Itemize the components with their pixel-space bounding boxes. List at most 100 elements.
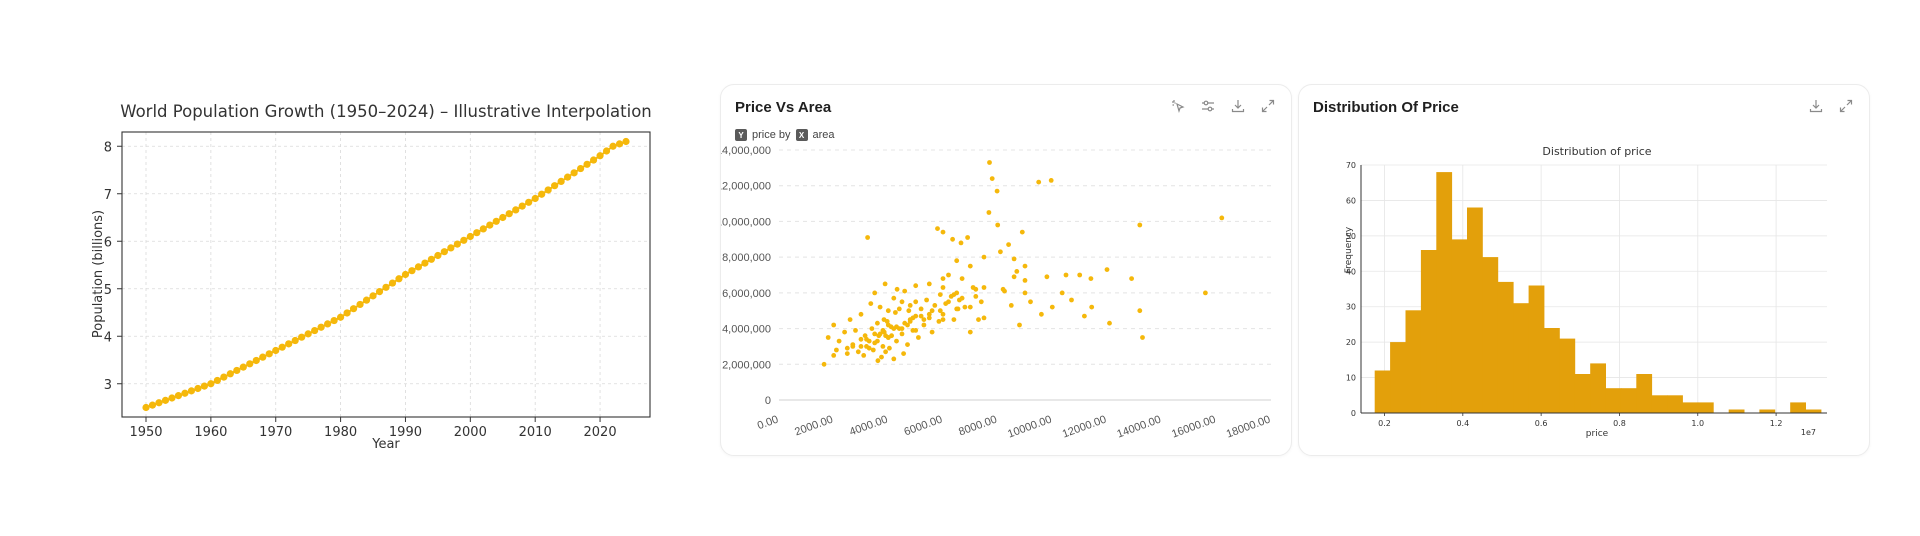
- data-point: [907, 303, 913, 308]
- histogram-bar: [1405, 310, 1422, 413]
- data-point: [891, 326, 897, 331]
- data-point: [1022, 263, 1028, 269]
- card-actions: [1807, 97, 1855, 115]
- data-point: [884, 319, 890, 324]
- data-point: [525, 198, 533, 206]
- y-tick-label: 40: [1346, 267, 1356, 276]
- data-point: [453, 240, 461, 248]
- data-point: [883, 333, 888, 339]
- data-point: [866, 345, 872, 351]
- x-axis-chip: X: [795, 129, 808, 141]
- histogram-ticks: 0 10 20 30 40 50 60 70 0.2 0.4 0.6 0.8 1.0 1.2: [1346, 161, 1827, 428]
- data-point: [981, 315, 987, 321]
- data-point: [891, 356, 897, 362]
- data-point: [879, 354, 884, 360]
- data-point: [1137, 308, 1143, 314]
- y-tick-label: 2,000,000: [722, 359, 771, 371]
- y-tick-label: 3: [104, 378, 112, 393]
- data-point: [304, 330, 312, 338]
- data-point: [207, 380, 215, 388]
- x-tick-label: 2010: [519, 425, 552, 440]
- data-point: [434, 251, 442, 260]
- histogram-bar: [1759, 409, 1776, 413]
- data-point: [825, 335, 831, 340]
- data-point: [233, 366, 241, 375]
- data-point: [967, 329, 973, 335]
- data-point: [855, 349, 861, 355]
- data-point: [885, 308, 891, 314]
- download-icon[interactable]: [1229, 97, 1247, 115]
- card-title: Distribution Of Price: [1313, 99, 1459, 116]
- y-tick-label: 4,000,000: [722, 324, 771, 336]
- x-variable-label: area: [812, 129, 835, 141]
- data-point: [978, 299, 984, 305]
- data-point: [447, 244, 455, 252]
- data-point: [1219, 215, 1225, 221]
- data-point: [1022, 290, 1028, 296]
- data-point: [220, 373, 228, 381]
- data-point: [861, 353, 867, 358]
- data-point: [946, 272, 951, 278]
- data-point: [882, 281, 888, 287]
- expand-icon[interactable]: [1259, 97, 1277, 115]
- data-point: [973, 294, 979, 299]
- population-chart-title: World Population Growth (1950–2024) – Il…: [120, 102, 652, 121]
- data-point: [168, 394, 176, 402]
- data-point: [994, 188, 1000, 194]
- data-point: [858, 336, 864, 342]
- data-point: [853, 328, 858, 333]
- data-point: [913, 283, 919, 289]
- data-point: [937, 292, 943, 297]
- download-icon[interactable]: [1807, 97, 1825, 115]
- price-vs-area-card: Price Vs Area Y price by X area 0 2,000,0…: [720, 84, 1292, 456]
- data-point: [512, 206, 520, 214]
- histogram-bar: [1528, 285, 1545, 413]
- data-point: [1088, 276, 1094, 281]
- data-point: [932, 303, 938, 308]
- data-point: [926, 311, 932, 317]
- data-point: [950, 236, 955, 242]
- data-point: [865, 235, 870, 240]
- data-point: [940, 317, 946, 322]
- data-point: [1019, 229, 1025, 235]
- data-point: [872, 340, 878, 346]
- x-tick-label: 10000.00: [1006, 414, 1053, 441]
- data-point: [954, 306, 960, 312]
- data-point: [976, 317, 981, 322]
- data-point: [821, 361, 827, 367]
- x-tick-label: 18000.00: [1225, 414, 1272, 441]
- data-point: [285, 340, 293, 348]
- y-tick-label: 30: [1346, 303, 1356, 312]
- data-point: [1203, 290, 1208, 296]
- data-point: [298, 333, 306, 341]
- data-point: [440, 248, 448, 256]
- population-ticks: 1950 1960 1970 1980 1990 2000 2010 2020 3 4 5 6 7 8: [104, 140, 617, 440]
- x-tick-label: 8000.00: [957, 414, 998, 439]
- data-point: [995, 222, 1001, 228]
- histogram-bar: [1728, 409, 1745, 413]
- y-tick-label: 70: [1346, 161, 1356, 170]
- y-tick-label: 7: [104, 188, 112, 203]
- data-point: [259, 353, 267, 361]
- data-point: [913, 299, 919, 305]
- data-point: [880, 328, 886, 333]
- histogram-title: Distribution of price: [1542, 145, 1651, 158]
- data-point: [252, 356, 260, 365]
- sparkle-pointer-icon[interactable]: [1169, 97, 1187, 115]
- data-point: [929, 308, 935, 314]
- data-point: [343, 309, 351, 317]
- data-point: [382, 283, 390, 291]
- x-tick-label: 0.2: [1378, 419, 1391, 428]
- data-point: [564, 173, 572, 181]
- x-tick-label: 0.8: [1613, 419, 1626, 428]
- data-point: [1137, 222, 1143, 228]
- data-point: [924, 297, 929, 303]
- sliders-icon[interactable]: [1199, 97, 1217, 115]
- data-point: [834, 347, 839, 353]
- data-point: [1008, 303, 1014, 308]
- expand-icon[interactable]: [1837, 97, 1855, 115]
- data-point: [967, 304, 973, 310]
- data-point: [246, 360, 254, 368]
- data-point: [926, 281, 932, 287]
- x-tick-label: 2020: [584, 425, 617, 440]
